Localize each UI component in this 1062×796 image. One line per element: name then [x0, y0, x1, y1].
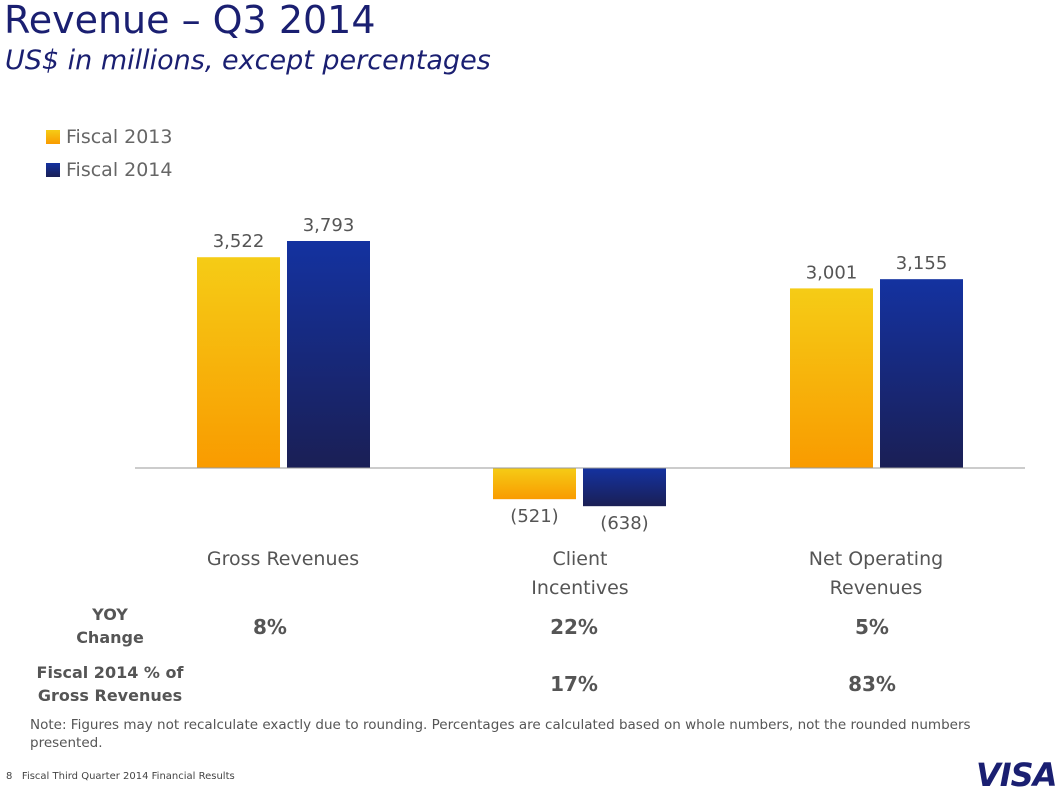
share-incentives: 17%: [550, 672, 598, 696]
legend-label: Fiscal 2014: [66, 159, 173, 181]
footnote: Note: Figures may not recalculate exactl…: [30, 717, 971, 751]
legend-swatch: [46, 130, 60, 144]
page-number: 8: [6, 771, 13, 782]
data-label: 3,522: [213, 231, 265, 252]
data-label: 3,001: [806, 262, 858, 283]
row-label-share: Fiscal 2014 % of Gross Revenues: [20, 661, 200, 707]
row-label-yoy: YOY Change: [40, 603, 180, 649]
row-label-line: YOY: [92, 605, 128, 624]
category-label-line: Revenues: [829, 577, 923, 599]
bar-fiscal-2013: [493, 468, 576, 500]
category-label-line: Client: [552, 548, 608, 570]
bar-fiscal-2014: [287, 241, 370, 468]
row-label-line: Change: [76, 628, 144, 647]
legend-swatch: [46, 163, 60, 177]
row-label-line: Fiscal 2014 % of: [36, 663, 184, 682]
footer-text: Fiscal Third Quarter 2014 Financial Resu…: [21, 771, 235, 782]
share-net: 83%: [848, 672, 896, 696]
category-label: Gross Revenues: [153, 545, 413, 574]
category-label-line: Incentives: [531, 577, 629, 599]
bar-chart: 3,522 (521) 3,001 3,793 (638) 3,155: [135, 215, 1025, 534]
row-label-line: Gross Revenues: [37, 686, 183, 705]
yoy-net: 5%: [855, 615, 889, 639]
page-subtitle: US$ in millions, except percentages: [5, 45, 491, 76]
bar-fiscal-2014: [880, 279, 963, 468]
legend-item-fiscal-2013: Fiscal 2013: [46, 126, 173, 148]
visa-logo: VISA: [976, 756, 1057, 794]
footer: 8 Fiscal Third Quarter 2014 Financial Re…: [6, 771, 235, 782]
data-label: (521): [510, 506, 558, 527]
bar-fiscal-2013: [790, 288, 873, 468]
yoy-gross: 8%: [253, 615, 287, 639]
legend-item-fiscal-2014: Fiscal 2014: [46, 159, 173, 181]
category-label-line: Net Operating: [808, 548, 944, 570]
category-label-line: Gross Revenues: [206, 548, 360, 570]
legend-label: Fiscal 2013: [66, 126, 173, 148]
category-label: Client Incentives: [450, 545, 710, 603]
data-label: 3,793: [303, 215, 355, 236]
data-label: 3,155: [896, 253, 948, 274]
category-label: Net Operating Revenues: [746, 545, 1006, 603]
page-title: Revenue – Q3 2014: [4, 0, 376, 42]
yoy-incentives: 22%: [550, 615, 598, 639]
bar-fiscal-2014: [583, 468, 666, 507]
bar-fiscal-2013: [197, 257, 280, 468]
data-label: (638): [600, 513, 648, 534]
